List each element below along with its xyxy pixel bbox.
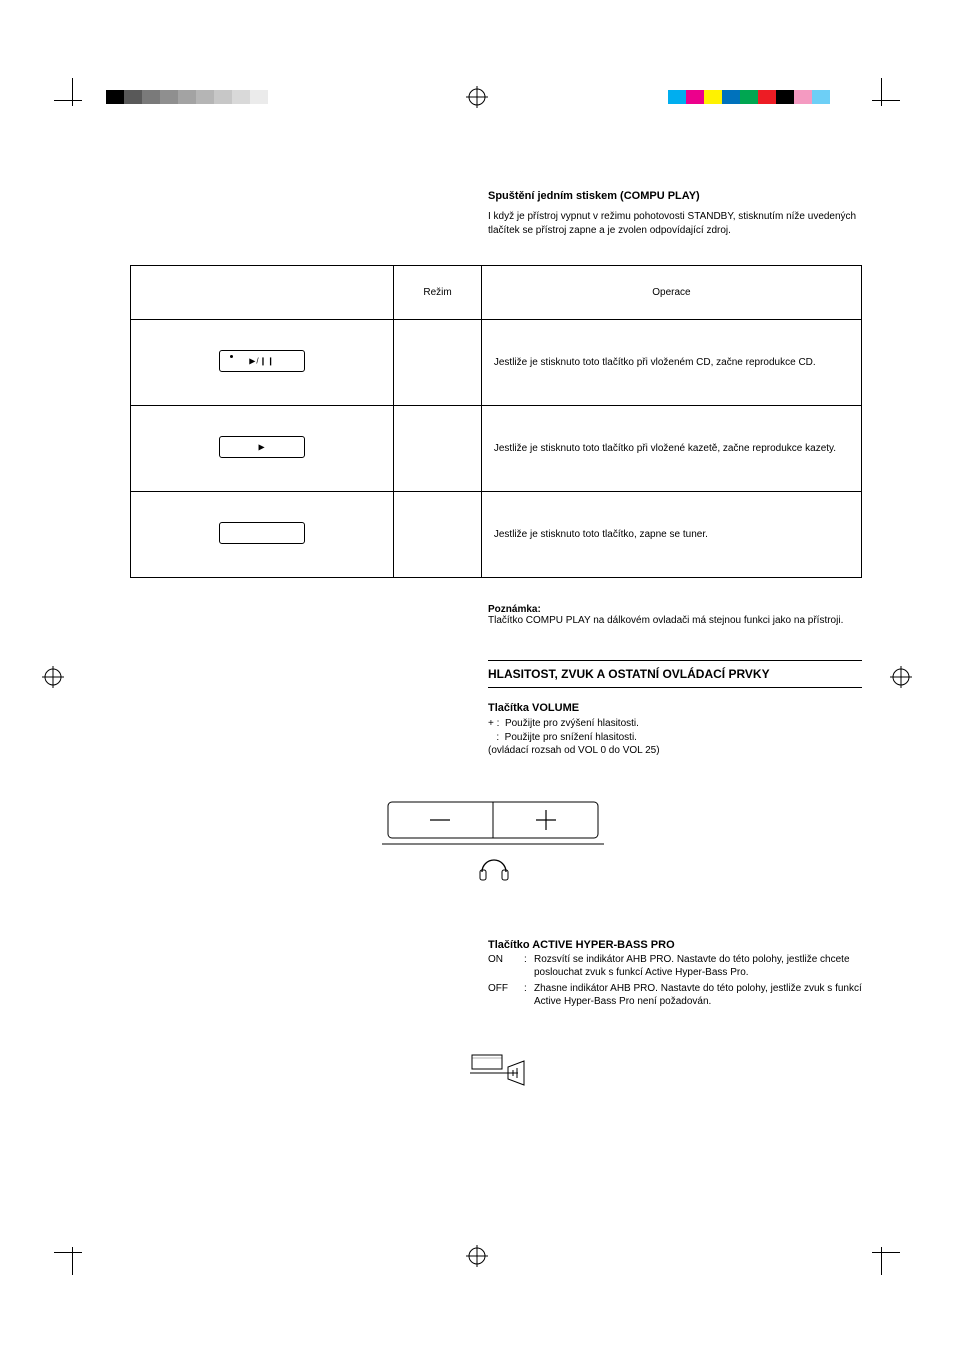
grayscale-swatch [250,90,268,104]
table-cell-mode [394,320,482,406]
crop-mark-bottom-left [42,1235,82,1275]
ahb-block: Tlačítko ACTIVE HYPER-BASS PRO ON: Rozsv… [488,939,862,1104]
play-pause-button-icon: ▶/❙❙ [219,350,305,372]
color-swatch [776,90,794,104]
note-label: Poznámka: [488,604,541,615]
table-cell-button [131,492,394,578]
grayscale-swatch [142,90,160,104]
ahb-off-row: OFF: Zhasne indikátor AHB PRO. Nastavte … [488,982,862,1009]
volume-block: Tlačítka VOLUME + : Použijte pro zvýšení… [488,702,862,909]
color-swatch [812,90,830,104]
volume-plus-line: + : Použijte pro zvýšení hlasitosti. [488,717,862,731]
grayscale-swatch [160,90,178,104]
section-heading-bar: HLASITOST, ZVUK A OSTATNÍ OVLÁDACÍ PRVKY [488,660,862,688]
table-row: ▶ Jestliže je stisknuto toto tlačítko při… [131,406,862,492]
compu-play-heading: Spuštění jedním stiskem (COMPU PLAY) [488,190,862,202]
color-swatch [668,90,686,104]
table-header-button [131,266,394,320]
registration-mark-top [466,86,488,108]
table-cell-button: ▶ [131,406,394,492]
table-header-mode: Režim [394,266,482,320]
crop-mark-top-left [42,78,82,118]
volume-heading: Tlačítka VOLUME [488,702,862,714]
crop-mark-top-right [872,78,912,118]
compu-play-note: Poznámka: Tlačítko COMPU PLAY na dálkové… [488,604,862,626]
crop-mark-bottom-right [872,1235,912,1275]
blank-button-icon [219,522,305,544]
calibration-bar-grayscale [106,90,286,104]
registration-mark-left [42,666,64,688]
table-cell-mode [394,492,482,578]
color-swatch [686,90,704,104]
table-row: Jestliže je stisknuto toto tlačítko, zap… [131,492,862,578]
grayscale-swatch [214,90,232,104]
compu-play-intro: I když je přístroj vypnut v režimu pohot… [488,210,862,237]
ahb-heading: Tlačítko ACTIVE HYPER-BASS PRO [488,939,862,951]
table-cell-operation: Jestliže je stisknuto toto tlačítko při … [481,320,861,406]
volume-range-line: (ovládací rozsah od VOL 0 do VOL 25) [488,744,862,758]
table-cell-button: ▶/❙❙ [131,320,394,406]
table-row: ▶/❙❙ Jestliže je stisknuto toto tlačítko … [131,320,862,406]
compu-play-table: Režim Operace ▶/❙❙ Jestliže je stisknuto … [130,265,862,578]
calibration-bar-color [668,90,848,104]
color-swatch [830,90,848,104]
grayscale-swatch [124,90,142,104]
note-text: Tlačítko COMPU PLAY na dálkovém ovladači… [488,615,843,626]
ahb-switch-drawing [468,1045,862,1104]
volume-minus-line: : Použijte pro snížení hlasitosti. [488,731,862,745]
table-header-operation: Operace [481,266,861,320]
color-swatch [794,90,812,104]
table-cell-operation: Jestliže je stisknuto toto tlačítko při … [481,406,861,492]
ahb-on-row: ON: Rozsvítí se indikátor AHB PRO. Nasta… [488,953,862,980]
color-swatch [740,90,758,104]
color-swatch [704,90,722,104]
table-cell-operation: Jestliže je stisknuto toto tlačítko, zap… [481,492,861,578]
grayscale-swatch [268,90,286,104]
grayscale-swatch [178,90,196,104]
grayscale-swatch [232,90,250,104]
registration-mark-right [890,666,912,688]
registration-mark-bottom [466,1245,488,1267]
page-content: Spuštění jedním stiskem (COMPU PLAY) I k… [130,190,862,1104]
grayscale-swatch [196,90,214,104]
volume-control-drawing [378,796,678,909]
table-cell-mode [394,406,482,492]
color-swatch [722,90,740,104]
color-swatch [758,90,776,104]
play-button-icon: ▶ [219,436,305,458]
grayscale-swatch [106,90,124,104]
